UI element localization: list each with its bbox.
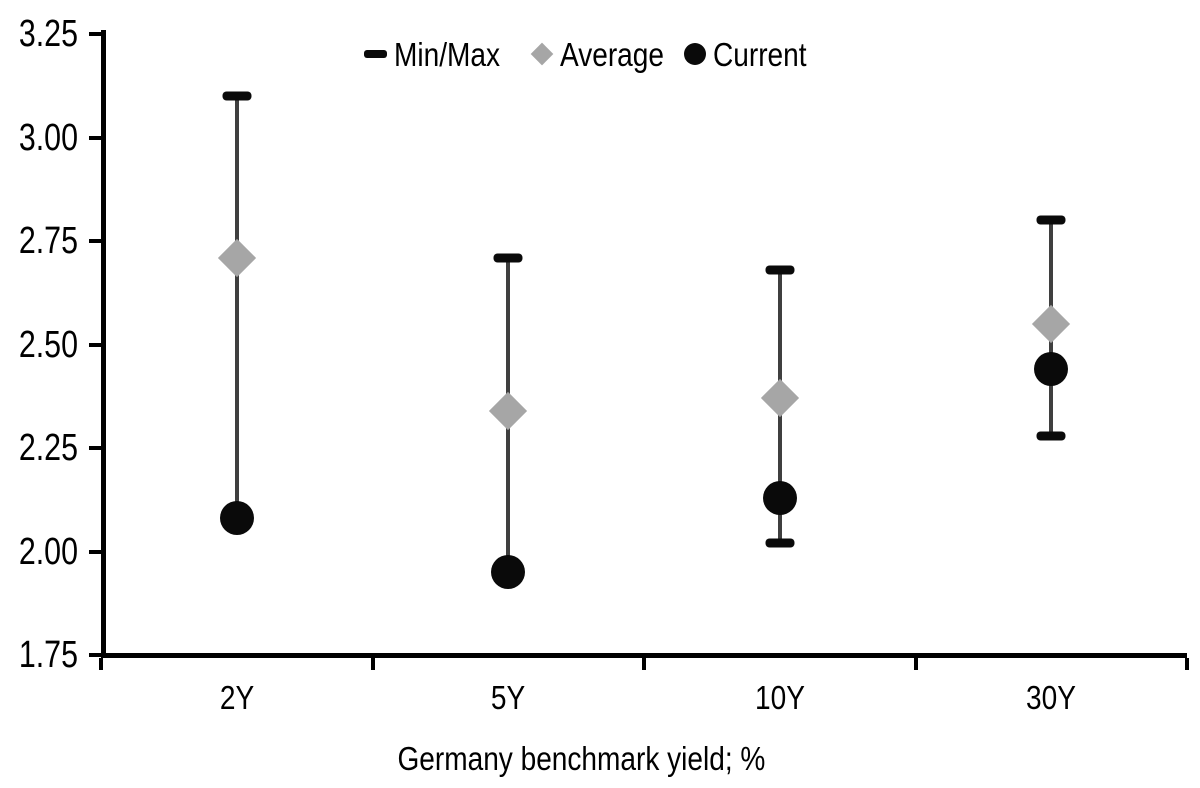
y-axis-tick: [89, 239, 101, 243]
max-cap-marker: [765, 265, 795, 275]
max-cap-marker: [1036, 215, 1066, 225]
x-axis: [101, 653, 1187, 658]
x-axis-title: Germany benchmark yield; %: [0, 739, 1162, 779]
y-axis-tick: [89, 549, 101, 554]
x-axis-tick: [370, 658, 375, 670]
legend-label-current: Current: [713, 35, 807, 73]
min-cap-marker: [765, 538, 795, 548]
y-axis-tick: [89, 135, 101, 140]
y-axis-tick-label: 3.25: [18, 13, 78, 55]
current-marker: [1034, 352, 1069, 387]
min-cap-marker: [1036, 431, 1066, 441]
current-marker: [762, 480, 797, 515]
x-axis-category-label: 2Y: [219, 679, 254, 716]
legend-item-average: Average: [530, 35, 682, 73]
x-axis-tick: [913, 658, 918, 670]
y-axis-tick: [89, 32, 101, 36]
y-axis-tick-label: 2.25: [18, 427, 78, 469]
max-cap-marker: [493, 253, 523, 263]
average-marker: [760, 379, 799, 418]
y-axis-tick-label: 3.00: [18, 116, 78, 159]
y-axis-tick: [89, 653, 101, 657]
x-axis-title-text: Germany benchmark yield; %: [397, 740, 765, 777]
minmax-dash-icon: [364, 50, 387, 58]
legend-label-average: Average: [560, 35, 664, 73]
legend-label-minmax: Min/Max: [394, 35, 500, 73]
max-cap-marker: [222, 91, 252, 101]
y-axis-tick-label: 2.75: [18, 220, 78, 262]
x-axis-category-label: 5Y: [491, 679, 526, 716]
average-marker: [217, 238, 256, 277]
y-axis-tick-label: 1.75: [18, 634, 78, 676]
legend-item-minmax: Min/Max: [364, 35, 519, 73]
x-axis-category-label: 10Y: [754, 679, 805, 716]
current-circle-icon: [684, 43, 706, 65]
x-axis-tick: [642, 658, 646, 670]
current-marker: [219, 501, 254, 536]
x-axis-tick: [1185, 658, 1189, 670]
y-axis-tick-label: 2.00: [18, 530, 78, 573]
current-marker: [491, 555, 526, 590]
y-axis-tick: [89, 446, 101, 450]
x-axis-category-label: 30Y: [1026, 679, 1077, 716]
legend-item-current: Current: [684, 35, 823, 73]
y-axis: [101, 30, 106, 658]
y-axis-tick-label: 2.50: [18, 323, 78, 366]
average-marker: [1032, 304, 1071, 343]
minmax-range-line: [234, 96, 239, 519]
y-axis-tick: [89, 342, 101, 347]
average-marker: [489, 391, 528, 430]
average-diamond-icon: [530, 42, 554, 66]
x-axis-tick: [99, 658, 103, 670]
